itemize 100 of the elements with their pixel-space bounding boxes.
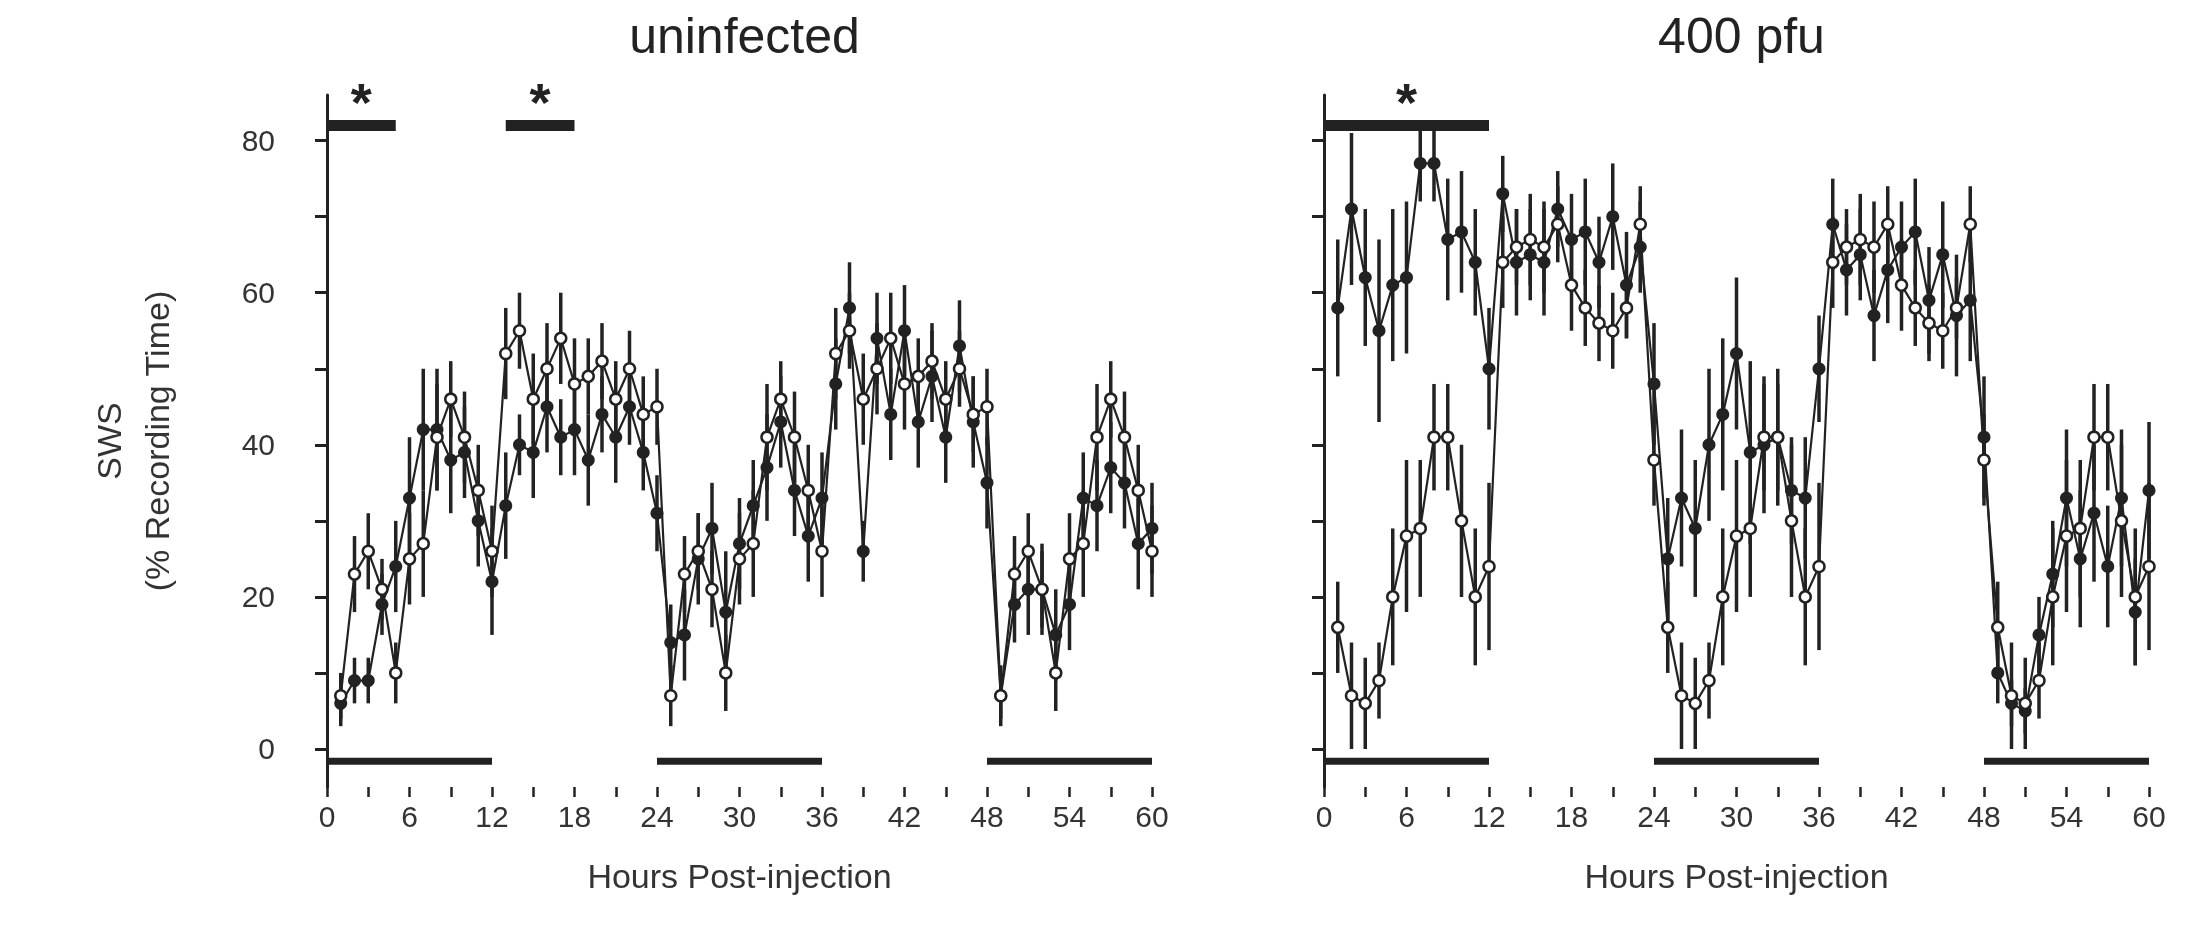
point	[1523, 232, 1537, 247]
point	[2087, 430, 2101, 444]
point	[2073, 521, 2087, 536]
point	[705, 521, 719, 535]
point	[1537, 240, 1551, 254]
point	[925, 354, 939, 368]
point	[1049, 666, 1063, 680]
point	[1716, 407, 1730, 421]
point	[1619, 301, 1634, 315]
point	[1702, 438, 1716, 452]
point	[471, 514, 485, 528]
x-tick-label: 0	[318, 799, 336, 833]
point	[2060, 491, 2073, 505]
point	[815, 544, 829, 559]
point	[787, 430, 802, 444]
point	[1784, 514, 1799, 528]
point	[609, 392, 623, 406]
point	[1688, 521, 1702, 535]
point	[1743, 521, 1757, 536]
point	[2073, 552, 2087, 566]
annotation: *	[350, 72, 372, 133]
point	[1963, 217, 1977, 232]
point	[1441, 430, 1455, 444]
point	[1400, 271, 1413, 284]
point	[774, 415, 788, 429]
point	[1881, 217, 1895, 232]
point	[1413, 156, 1427, 170]
point	[884, 331, 898, 346]
point	[1345, 202, 1358, 216]
point	[581, 453, 595, 467]
point	[897, 377, 912, 391]
point	[719, 666, 733, 680]
point	[2128, 605, 2142, 619]
x-tick-label: 48	[970, 799, 1004, 833]
point	[1482, 559, 1496, 574]
point	[939, 430, 953, 444]
point	[1427, 156, 1441, 170]
point	[746, 536, 760, 551]
point	[1798, 590, 1812, 604]
point	[1564, 278, 1579, 292]
x-tick-label: 30	[1719, 799, 1754, 833]
point	[911, 369, 925, 384]
point	[1606, 323, 1620, 338]
point	[361, 544, 375, 559]
point	[2046, 590, 2060, 604]
x-tick-label: 36	[805, 799, 839, 833]
point	[416, 536, 430, 551]
point	[1826, 217, 1840, 231]
x-axis-title: Hours Post-injection	[587, 857, 892, 895]
point	[636, 407, 650, 422]
point	[760, 430, 774, 444]
point	[1853, 232, 1867, 247]
point	[499, 346, 513, 361]
point	[1510, 255, 1523, 269]
x-tick-label: 42	[887, 799, 922, 833]
point	[2032, 628, 2046, 642]
point	[595, 354, 609, 368]
y-tick-label: 20	[241, 580, 275, 614]
x-tick-label: 18	[1554, 799, 1589, 833]
point	[430, 430, 444, 444]
point	[719, 605, 733, 619]
point	[526, 445, 540, 459]
point	[1399, 529, 1414, 543]
x-tick-label: 6	[401, 799, 418, 833]
point	[1578, 301, 1592, 315]
point	[1908, 225, 1922, 239]
annotation: *	[1395, 72, 1418, 133]
point	[1895, 240, 1908, 254]
point	[1482, 362, 1496, 376]
point	[677, 567, 692, 581]
point	[1606, 210, 1620, 224]
point	[1674, 689, 1689, 703]
point	[1936, 323, 1950, 338]
x-tick-label: 0	[1315, 799, 1333, 833]
point	[389, 559, 403, 573]
point	[1118, 476, 1131, 490]
point	[1949, 301, 1964, 315]
point	[898, 324, 911, 338]
point	[540, 400, 554, 414]
point	[1578, 225, 1592, 239]
point	[870, 331, 884, 345]
point	[471, 483, 485, 498]
point	[801, 483, 815, 498]
x-tick-label: 54	[2049, 799, 2084, 833]
point	[1344, 689, 1359, 703]
y-tick-label: 0	[258, 732, 275, 766]
point	[1117, 430, 1132, 444]
point	[939, 392, 953, 406]
point	[842, 323, 857, 338]
point	[1104, 461, 1118, 475]
point	[554, 430, 568, 444]
point	[1894, 278, 1909, 292]
point	[499, 499, 513, 513]
point	[1633, 217, 1647, 232]
point	[774, 392, 788, 406]
point	[1145, 544, 1159, 559]
point	[650, 400, 664, 414]
point	[980, 400, 994, 414]
point	[1551, 202, 1565, 216]
point	[1358, 271, 1372, 284]
